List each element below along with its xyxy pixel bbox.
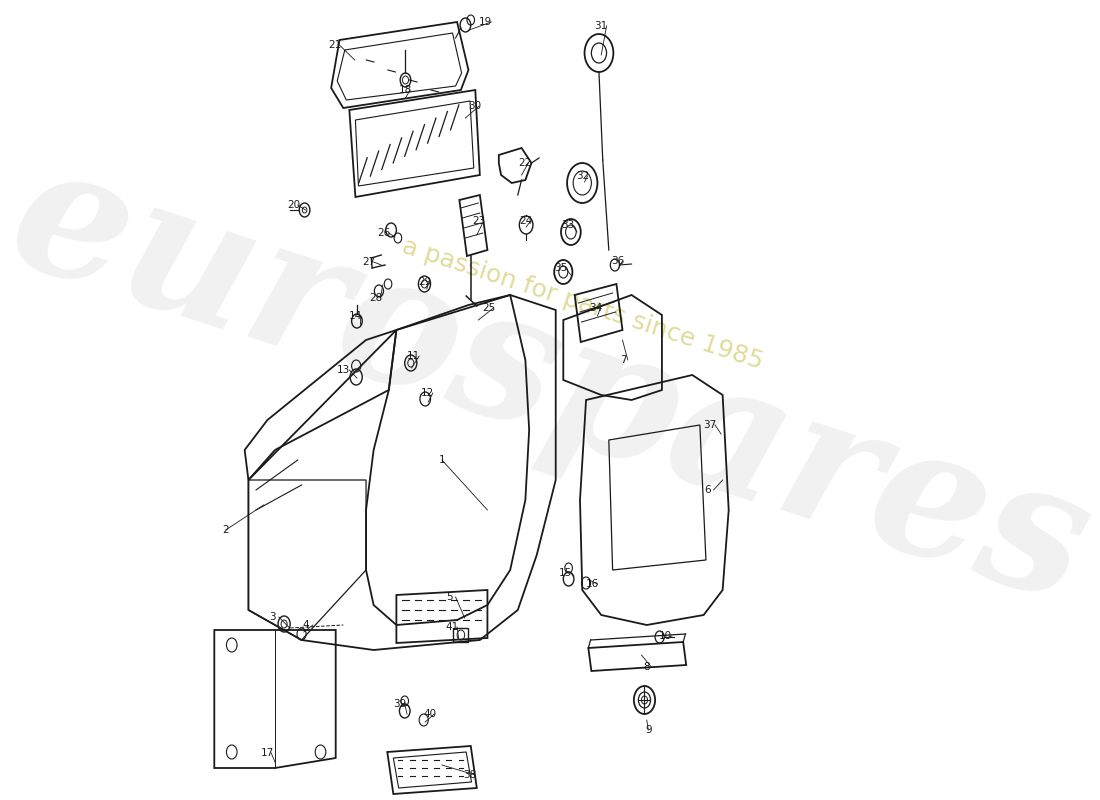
Text: 17: 17 <box>261 748 274 758</box>
Text: 8: 8 <box>644 662 650 672</box>
Text: 37: 37 <box>703 420 716 430</box>
Text: 19: 19 <box>480 17 493 27</box>
Text: 12: 12 <box>421 388 434 398</box>
Text: 34: 34 <box>590 303 603 313</box>
Text: eurospares: eurospares <box>0 127 1100 641</box>
Text: 35: 35 <box>554 263 568 273</box>
Text: 1: 1 <box>439 455 446 465</box>
Text: a passion for parts since 1985: a passion for parts since 1985 <box>399 234 767 374</box>
Text: 5: 5 <box>447 592 453 602</box>
Text: 33: 33 <box>561 220 574 230</box>
Bar <box>453 628 469 642</box>
Text: 23: 23 <box>473 216 486 226</box>
Text: 22: 22 <box>518 158 531 168</box>
Text: 30: 30 <box>468 101 481 111</box>
Text: 32: 32 <box>576 171 590 181</box>
Text: 3: 3 <box>270 612 276 622</box>
Text: 29: 29 <box>418 277 431 287</box>
Text: 2: 2 <box>222 525 229 535</box>
Text: 39: 39 <box>394 699 407 709</box>
Text: 15: 15 <box>559 568 572 578</box>
Text: 21: 21 <box>328 40 342 50</box>
Text: 9: 9 <box>645 725 651 735</box>
Text: 7: 7 <box>620 355 627 365</box>
Text: 36: 36 <box>612 256 625 266</box>
Text: 6: 6 <box>704 485 711 495</box>
Text: 24: 24 <box>519 216 532 226</box>
Text: 28: 28 <box>370 293 383 303</box>
Text: 10: 10 <box>659 631 672 641</box>
Text: 18: 18 <box>399 85 412 95</box>
Text: 25: 25 <box>482 303 496 313</box>
Text: 14: 14 <box>349 311 362 321</box>
Text: 40: 40 <box>424 709 437 719</box>
Text: 11: 11 <box>407 351 420 361</box>
Text: 31: 31 <box>595 21 608 31</box>
Text: 38: 38 <box>463 770 476 780</box>
Text: 41: 41 <box>446 622 459 632</box>
Text: 13: 13 <box>337 365 350 375</box>
Text: 4: 4 <box>302 620 309 630</box>
Text: 26: 26 <box>377 228 390 238</box>
Text: 16: 16 <box>585 579 598 589</box>
Text: 20: 20 <box>287 200 300 210</box>
Text: 27: 27 <box>362 257 376 267</box>
